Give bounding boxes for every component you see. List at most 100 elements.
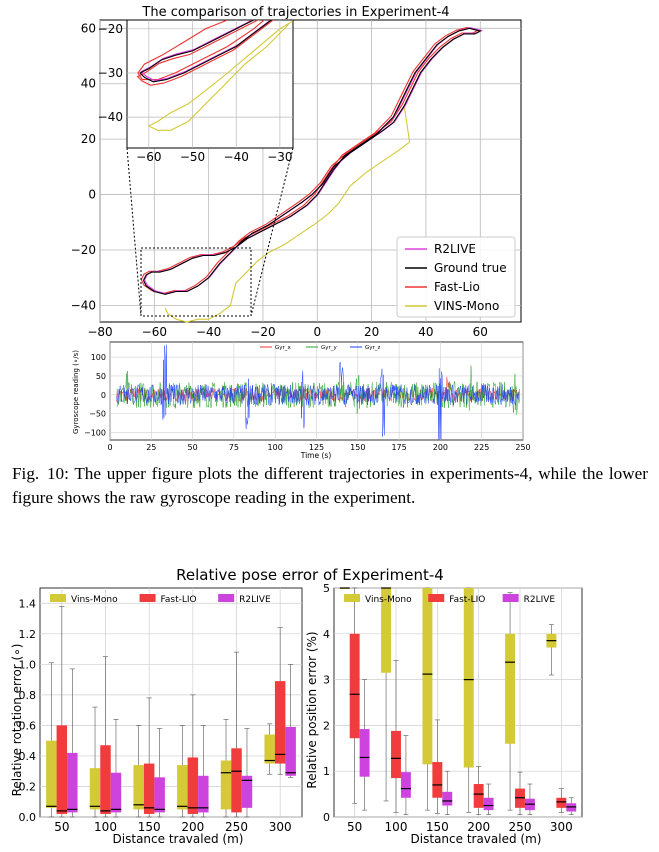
box-body — [56, 725, 68, 814]
box-body — [432, 762, 443, 798]
panel-y-tick-label: 0.6 — [19, 719, 37, 732]
trajectory-figure: The comparison of trajectories in Experi… — [71, 5, 522, 336]
panel-x-tick-label: 250 — [225, 820, 248, 834]
rpe-legend-swatch — [50, 594, 66, 602]
rpe-legend-swatch — [139, 594, 156, 602]
box-body — [442, 791, 453, 806]
inset-ground-true-line — [139, 20, 273, 83]
box-body — [110, 772, 122, 813]
box-body — [359, 729, 370, 777]
panel-x-tick-label: 200 — [181, 820, 204, 834]
legend-label: Ground true — [434, 261, 507, 275]
gyro-signals — [116, 344, 520, 440]
panel-x-tick-label: 150 — [138, 820, 161, 834]
panel-y-tick-label: 1 — [323, 765, 330, 778]
panel-y-tick-label: 0.0 — [19, 811, 37, 824]
trajectory-lines — [140, 26, 483, 323]
x-tick-label: −40 — [196, 325, 221, 336]
box-body — [391, 730, 401, 779]
rpe-right-ylabel: Relative position error (%) — [305, 631, 319, 788]
box-body — [177, 765, 188, 810]
panel-y-tick-label: 4 — [323, 628, 330, 641]
x-tick-label: 0 — [313, 325, 321, 336]
trajectory-title: The comparison of trajectories in Experi… — [141, 5, 449, 20]
gyro-x-tick-label: 175 — [391, 443, 406, 452]
legend-label: Fast-Lio — [434, 280, 480, 294]
inset-y-tick-label: −20 — [98, 22, 123, 36]
box-body — [483, 797, 494, 811]
box-body — [220, 760, 232, 810]
box-body — [154, 777, 165, 813]
gyro-x-tick-label: 100 — [268, 443, 283, 452]
rpe-legend-swatch — [218, 594, 235, 602]
legend-label: R2LIVE — [434, 242, 476, 256]
box-body — [349, 633, 360, 739]
box-body — [143, 763, 155, 814]
x-tick-label: 20 — [364, 325, 379, 336]
ground-true-line — [143, 27, 482, 295]
y-tick-label: −20 — [71, 243, 96, 257]
gyro-legend-label: Gyr_y — [321, 345, 338, 351]
position-error-panel: 0 1 2 3 4 5 50 100 150 200 250 300 Vins-Mono Fast-LIO… — [323, 582, 583, 834]
gyro-x-tick-label: 50 — [188, 443, 198, 452]
gyro-ylabel: Gyroscope reading (∘/s) — [72, 350, 80, 434]
gyro-x-tick-label: 200 — [433, 443, 448, 452]
rpe-legend-label: R2LIVE — [524, 595, 556, 605]
box-body — [264, 734, 275, 764]
inset-series — [136, 20, 293, 131]
panel-frame — [39, 587, 303, 818]
y-tick-label: −40 — [71, 298, 96, 312]
inset-x-tick-label: −30 — [267, 150, 292, 164]
panel-x-tick-label: 150 — [426, 820, 449, 834]
rpe-legend-swatch — [428, 594, 445, 602]
box-body — [133, 765, 144, 810]
box-body — [274, 681, 286, 764]
box-body — [198, 775, 209, 813]
y-tick-label: 20 — [81, 132, 96, 146]
inset-x-tick-label: −60 — [136, 150, 161, 164]
gyro-x-tick-label: 25 — [146, 443, 156, 452]
rpe-legend-label: R2LIVE — [239, 595, 271, 605]
box-body — [505, 633, 516, 744]
gyroscope-figure: 0 25 50 75 100 125 150 175 200 225 250 100 50 0 −50 −10… — [72, 341, 531, 460]
gyro-legend-label: Gyr_z — [365, 345, 381, 351]
zoom-connector-right — [250, 147, 294, 317]
panel-y-tick-label: 5 — [323, 582, 330, 595]
panel-x-tick-label: 200 — [467, 820, 490, 834]
box-body — [473, 784, 484, 808]
panel-y-tick-label: 0.4 — [19, 750, 37, 763]
box-body — [241, 775, 253, 808]
panel-x-tick-label: 100 — [385, 820, 408, 834]
rpe-legend-label: Fast-LIO — [449, 595, 485, 605]
panel-x-tick-label: 50 — [347, 820, 362, 834]
panel-x-tick-label: 50 — [54, 820, 69, 834]
gyro-x-tick-label: 150 — [350, 443, 365, 452]
box-body — [67, 752, 78, 813]
box-body — [100, 745, 111, 814]
caption-text: The upper figure plots the different tra… — [12, 464, 648, 507]
panel-y-tick-label: 2 — [323, 719, 330, 732]
rpe-left-xlabel: Distance travaled (m) — [113, 832, 244, 846]
gyro-y-tick-label: 0 — [101, 391, 106, 400]
panel-x-tick-label: 100 — [94, 820, 117, 834]
gyro-y-tick-label: −100 — [84, 428, 106, 437]
panel-y-tick-label: 1.2 — [19, 628, 37, 641]
gyro-x-tick-label: 225 — [474, 443, 489, 452]
panel-y-tick-label: 0.8 — [19, 689, 37, 702]
box-body — [231, 748, 242, 813]
panel-y-tick-label: 0.2 — [19, 780, 37, 793]
rpe-figure: Relative pose error of Experiment-4 0.00… — [10, 566, 583, 846]
y-tick-label: 40 — [81, 77, 96, 91]
rpe-legend-swatch — [502, 594, 519, 602]
y-tick-label: 0 — [88, 188, 96, 202]
zoom-connector-left — [126, 147, 142, 317]
inset-fast-lio-line-2 — [137, 20, 266, 81]
y-tick-label: 60 — [81, 21, 96, 35]
box-body — [187, 757, 199, 814]
rpe-legend-label: Vins-Mono — [365, 595, 412, 605]
gyr-z-signal — [116, 344, 520, 440]
inset-r2live-line — [140, 20, 272, 82]
rpe-legend-swatch — [344, 594, 360, 602]
gyro-y-tick-label: 50 — [96, 372, 106, 381]
gyro-xlabel: Time (s) — [300, 451, 332, 460]
